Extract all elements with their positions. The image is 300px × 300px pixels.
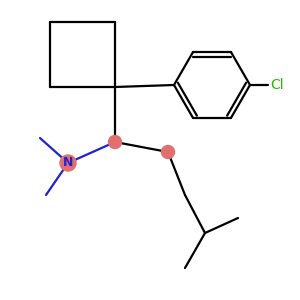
Text: Cl: Cl — [270, 78, 284, 92]
Circle shape — [109, 136, 122, 148]
Text: N: N — [63, 157, 73, 169]
Circle shape — [60, 155, 76, 171]
Circle shape — [161, 146, 175, 158]
